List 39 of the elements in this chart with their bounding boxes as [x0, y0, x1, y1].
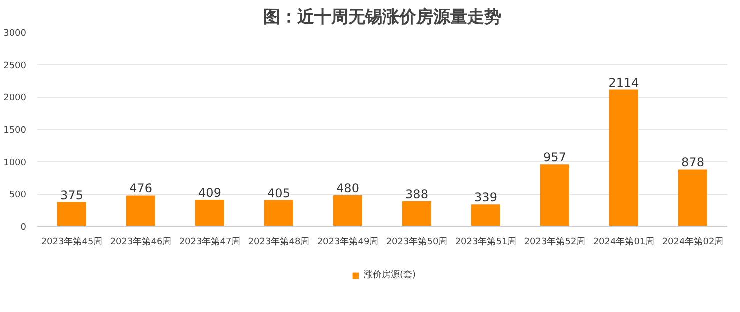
bar [540, 164, 570, 226]
data-label: 2114 [608, 76, 640, 90]
x-tick-label: 2023年第50周 [386, 236, 448, 248]
x-tick-label: 2023年第46周 [110, 236, 172, 248]
x-tick-label: 2024年第02周 [662, 236, 724, 248]
bar [610, 90, 638, 226]
y-tick-label: 3000 [4, 29, 27, 39]
chart-title: 图：近十周无锡涨价房源量走势 [264, 8, 502, 28]
x-tick-label: 2024年第01周 [593, 236, 655, 248]
x-tick-label: 2023年第45周 [41, 236, 103, 248]
bar [678, 170, 708, 226]
bar [472, 204, 500, 226]
x-tick-label: 2023年第47周 [179, 236, 241, 248]
x-tick-label: 2023年第51周 [455, 236, 517, 248]
data-label: 388 [406, 187, 428, 202]
legend-label: 涨价房源(套) [364, 269, 416, 282]
data-label: 405 [268, 186, 290, 200]
y-tick-label: 2000 [4, 94, 27, 104]
data-label: 957 [544, 150, 566, 165]
data-label: 480 [336, 181, 360, 196]
data-label: 476 [130, 182, 152, 196]
data-label: 375 [60, 188, 84, 202]
data-label: 878 [682, 156, 704, 170]
bar [264, 200, 294, 226]
y-tick-label: 1500 [4, 126, 27, 136]
y-tick-label: 0 [20, 223, 27, 233]
data-label: 339 [474, 190, 498, 205]
x-tick-label: 2023年第48周 [248, 236, 310, 248]
bar [334, 195, 362, 226]
bar [196, 200, 224, 226]
bar [402, 201, 432, 226]
x-tick-label: 2023年第52周 [524, 236, 586, 248]
y-tick-label: 500 [9, 190, 27, 201]
bar [58, 202, 86, 226]
y-tick-label: 1000 [4, 158, 27, 168]
y-tick-label: 2500 [4, 61, 27, 72]
bar [126, 196, 156, 226]
data-label: 409 [198, 186, 222, 200]
x-tick-label: 2023年第49周 [317, 236, 379, 248]
